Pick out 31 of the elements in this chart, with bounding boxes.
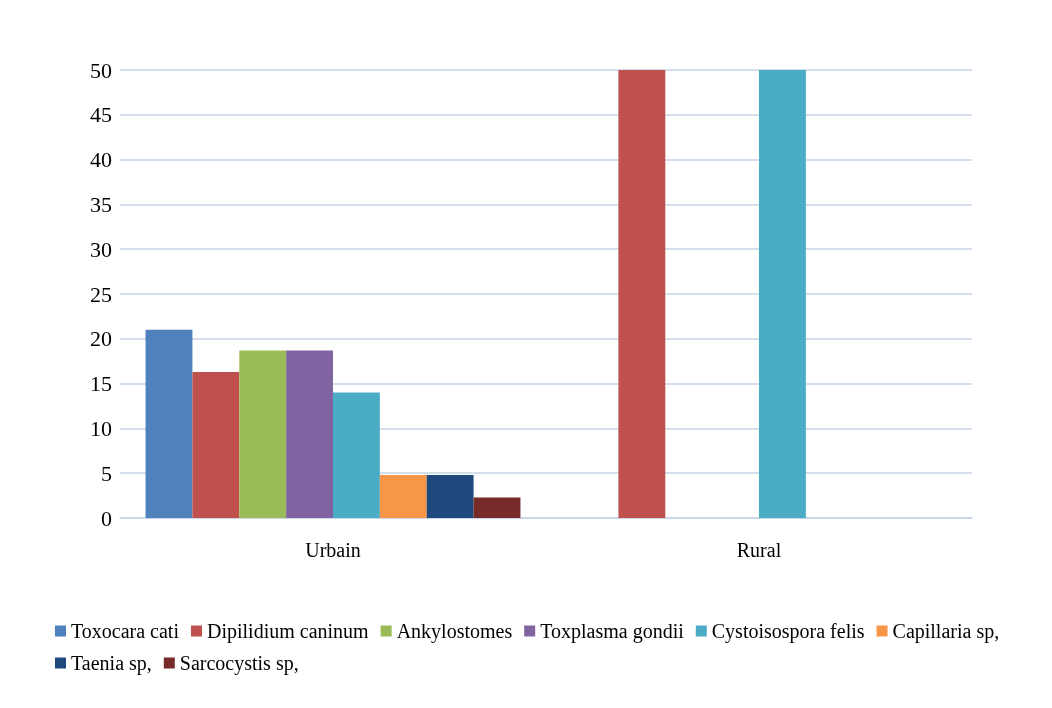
legend-label: Sarcocystis sp,: [179, 652, 299, 675]
bar: [286, 350, 333, 518]
y-tick-label: 45: [90, 102, 112, 128]
legend-label: Dipilidium caninum: [206, 620, 370, 643]
legend-label: Cystoisospora felis: [711, 620, 865, 643]
bar: [379, 474, 427, 518]
y-tick-label: 25: [90, 281, 112, 307]
y-tick-label: 5: [101, 460, 112, 486]
x-tick-label: Urbain: [305, 539, 361, 561]
y-tick-label: 20: [90, 326, 112, 352]
y-tick-label: 50: [90, 57, 112, 83]
y-tick-label: 35: [90, 191, 112, 217]
bar: [192, 371, 240, 518]
bar: [618, 70, 666, 518]
bar: [239, 350, 287, 518]
bar: [759, 70, 806, 518]
legend-label: Toxocara cati: [71, 620, 180, 642]
legend-label: Ankylostomes: [396, 620, 513, 643]
y-tick-label: 0: [101, 505, 112, 531]
bar: [473, 497, 521, 518]
legend-label: Taenia sp,: [71, 652, 152, 675]
y-tick-label: 30: [90, 236, 112, 262]
bar: [333, 392, 380, 518]
legend-label: Toxplasma gondii: [540, 620, 685, 643]
bar: [145, 329, 193, 518]
x-tick-label: Rural: [736, 539, 782, 561]
y-tick-label: 40: [90, 147, 112, 173]
y-tick-label: 10: [90, 415, 112, 441]
legend-label: Capillaria sp,: [892, 620, 1000, 643]
y-tick-label: 15: [90, 371, 112, 397]
bar: [426, 474, 474, 518]
